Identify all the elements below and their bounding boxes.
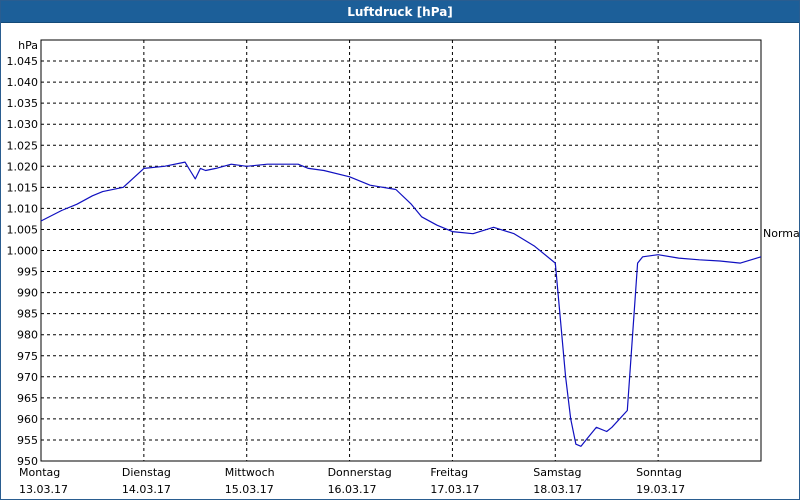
y-tick-label: 1.020: [7, 160, 39, 173]
y-tick-label: 970: [17, 371, 38, 384]
y-tick-label: 1.030: [7, 118, 39, 131]
chart-title: Luftdruck [hPa]: [347, 4, 453, 19]
series-line-luftdruck: [40, 161, 762, 447]
x-tick-day: Freitag: [430, 466, 468, 479]
y-tick-label: 955: [17, 434, 38, 447]
y-tick-label: 990: [17, 287, 38, 300]
x-tick-date: 13.03.17: [19, 483, 68, 496]
x-tick-day: Dienstag: [122, 466, 171, 479]
x-tick-day: Mittwoch: [225, 466, 275, 479]
x-tick-date: 14.03.17: [122, 483, 171, 496]
y-tick-label: 1.040: [7, 76, 39, 89]
x-tick-day: Sonntag: [636, 466, 682, 479]
data-layer: [40, 161, 762, 447]
y-tick-label: 965: [17, 392, 38, 405]
x-tick-date: 19.03.17: [636, 483, 685, 496]
y-tick-label: 1.015: [7, 181, 39, 194]
y-tick-label: 995: [17, 266, 38, 279]
y-tick-label: 985: [17, 308, 38, 321]
axis-layer: 1.045 1.040 1.035 1.030 1.025 1.020 1.015 1.010…: [7, 39, 800, 496]
x-tick-date: 16.03.17: [328, 483, 377, 496]
x-tick-date: 15.03.17: [225, 483, 274, 496]
y-tick-label: 980: [17, 329, 38, 342]
x-tick-date: 17.03.17: [430, 483, 479, 496]
y-tick-label: 1.035: [7, 97, 39, 110]
grid-layer: [40, 39, 762, 462]
y-tick-label: 1.025: [7, 139, 39, 152]
y-tick-label: 1.000: [7, 245, 39, 258]
reference-label-normal: Normal: [763, 227, 800, 240]
y-axis-unit: hPa: [18, 39, 38, 52]
y-tick-label: 975: [17, 350, 38, 363]
y-tick-label: 960: [17, 413, 38, 426]
y-tick-label: 1.005: [7, 223, 39, 236]
x-tick-day: Montag: [19, 466, 60, 479]
y-tick-label: 1.045: [7, 55, 39, 68]
x-tick-day: Samstag: [533, 466, 581, 479]
x-tick-date: 18.03.17: [533, 483, 582, 496]
chart-title-bar: Luftdruck [hPa]: [1, 1, 799, 23]
y-tick-label: 1.010: [7, 202, 39, 215]
x-tick-day: Donnerstag: [328, 466, 392, 479]
y-tick-label: 950: [17, 455, 38, 468]
